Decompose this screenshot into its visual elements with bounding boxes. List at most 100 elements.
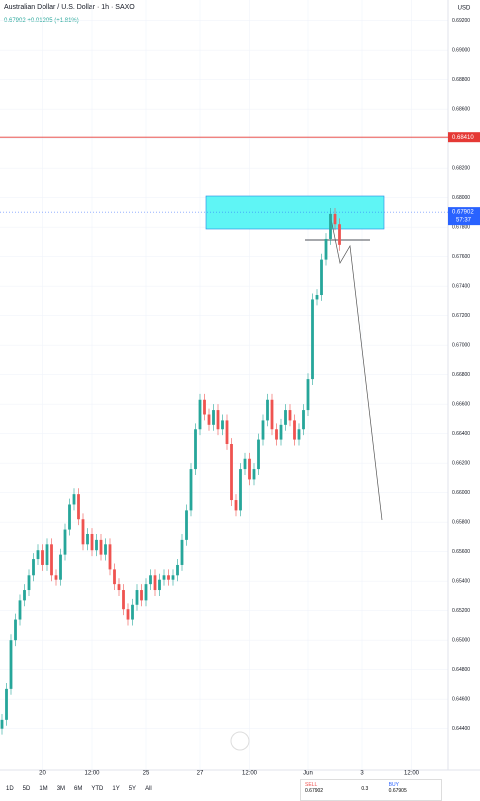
candle-body: [5, 688, 8, 720]
sell-label: SELL: [305, 782, 318, 788]
trade-panel: SELL 0.67902 0.3 BUY 0.67905: [300, 779, 442, 801]
y-tick-label: 0.65200: [452, 608, 470, 614]
y-tick-label: 0.68600: [452, 106, 470, 112]
candle-body: [63, 529, 67, 555]
y-tick-label: 0.65400: [452, 579, 470, 585]
candle-body: [32, 559, 35, 576]
candle-body: [117, 584, 121, 591]
range-button[interactable]: All: [145, 786, 152, 792]
x-tick-label: Jun: [303, 771, 313, 777]
candle-body: [234, 500, 238, 511]
candle-body: [90, 533, 94, 551]
y-tick-label: 0.67600: [452, 254, 470, 260]
candle-body: [27, 575, 31, 591]
candle-body: [95, 539, 98, 551]
candle-body: [122, 590, 125, 610]
y-tick-label: 0.69200: [452, 18, 470, 24]
candle-body: [320, 259, 323, 296]
candle-body: [185, 510, 188, 540]
candle-body: [59, 554, 62, 580]
y-tick-label: 0.67000: [452, 343, 470, 349]
candle-body: [198, 399, 202, 430]
candle-body: [113, 569, 116, 585]
range-button[interactable]: 3M: [56, 786, 66, 792]
candle-body: [297, 429, 301, 440]
reset-button[interactable]: [230, 731, 250, 751]
candle-body: [9, 640, 13, 689]
candle-body: [54, 575, 58, 580]
candle-body: [207, 414, 211, 425]
candle-body: [108, 544, 112, 570]
sell-price: 0.67902: [305, 788, 324, 794]
candle-body: [216, 410, 220, 430]
projection: [329, 213, 383, 521]
y-tick-label: 0.68200: [452, 165, 470, 171]
candle-body: [338, 224, 341, 245]
candle-body: [288, 410, 292, 421]
candle-body: [171, 575, 175, 580]
candle-body: [257, 439, 260, 470]
range-button[interactable]: 6M: [74, 786, 83, 792]
candle-body: [158, 579, 161, 591]
y-tick-label: 0.64600: [452, 697, 470, 703]
y-tick-label: 0.67800: [452, 224, 470, 230]
candle-body: [203, 399, 206, 415]
range-button[interactable]: 1D: [6, 786, 14, 792]
range-button[interactable]: 1Y: [112, 786, 120, 792]
candle-body: [126, 609, 130, 620]
candle-body: [311, 299, 314, 380]
candle-body: [225, 420, 229, 445]
candle-body: [72, 494, 76, 505]
candle-body: [14, 619, 17, 641]
candle-body: [189, 469, 193, 511]
currency: USD: [458, 6, 471, 12]
candle-body: [104, 544, 107, 555]
y-tick-label: 0.66200: [452, 461, 470, 467]
plot: 0.692000.690000.688000.686000.684000.682…: [0, 18, 480, 777]
x-tick-label: 12:00: [242, 771, 258, 777]
candle-body: [86, 533, 89, 545]
sell[interactable]: SELL 0.67902: [301, 780, 357, 800]
y-tick-label: 0.67200: [452, 313, 470, 319]
candle-body: [176, 564, 179, 576]
candle-body: [77, 494, 80, 520]
candle-body: [212, 410, 215, 425]
candle-body: [306, 379, 310, 411]
buy[interactable]: BUY 0.67905: [385, 780, 441, 800]
buy-label: BUY: [388, 782, 399, 788]
candle-body: [261, 420, 265, 440]
quote: 0.67902 +0.01205 (+1.81%): [4, 18, 79, 24]
spread: 0.3: [361, 786, 369, 792]
price-line-label: 0.67902: [452, 210, 474, 216]
y-tick-label: 0.64400: [452, 726, 470, 732]
range-button[interactable]: 5Y: [128, 786, 137, 792]
candle-body: [144, 584, 148, 601]
y-tick-label: 0.66000: [452, 490, 470, 496]
candle-body: [99, 539, 103, 555]
range-button[interactable]: 5D: [22, 786, 31, 792]
x-tick-label: 12:00: [84, 771, 100, 777]
candle-body: [315, 295, 319, 300]
last: 0.67902: [4, 18, 26, 24]
candle-body: [324, 238, 328, 260]
candle-body: [239, 469, 242, 511]
range-button[interactable]: 1M: [39, 786, 48, 792]
interval[interactable]: 1h: [101, 4, 110, 11]
range-button[interactable]: YTD: [91, 786, 104, 792]
y-tick-label: 0.67400: [452, 283, 470, 289]
y-tick-label: 0.68000: [452, 195, 470, 201]
y-tick-label: 0.65000: [452, 638, 470, 644]
candle-body: [329, 213, 332, 239]
y-tick-label: 0.66400: [452, 431, 470, 437]
x-tick-label: 20: [39, 771, 46, 777]
candle-body: [230, 444, 233, 501]
candle-body: [284, 410, 287, 425]
candle-body: [36, 550, 40, 560]
candle-body: [45, 544, 49, 565]
symbol: Australian Dollar / U.S. Dollar: [4, 4, 96, 11]
candle-body: [162, 575, 166, 580]
candle-body: [180, 539, 184, 565]
candle-body: [41, 550, 44, 565]
countdown: 57:37: [456, 218, 472, 224]
